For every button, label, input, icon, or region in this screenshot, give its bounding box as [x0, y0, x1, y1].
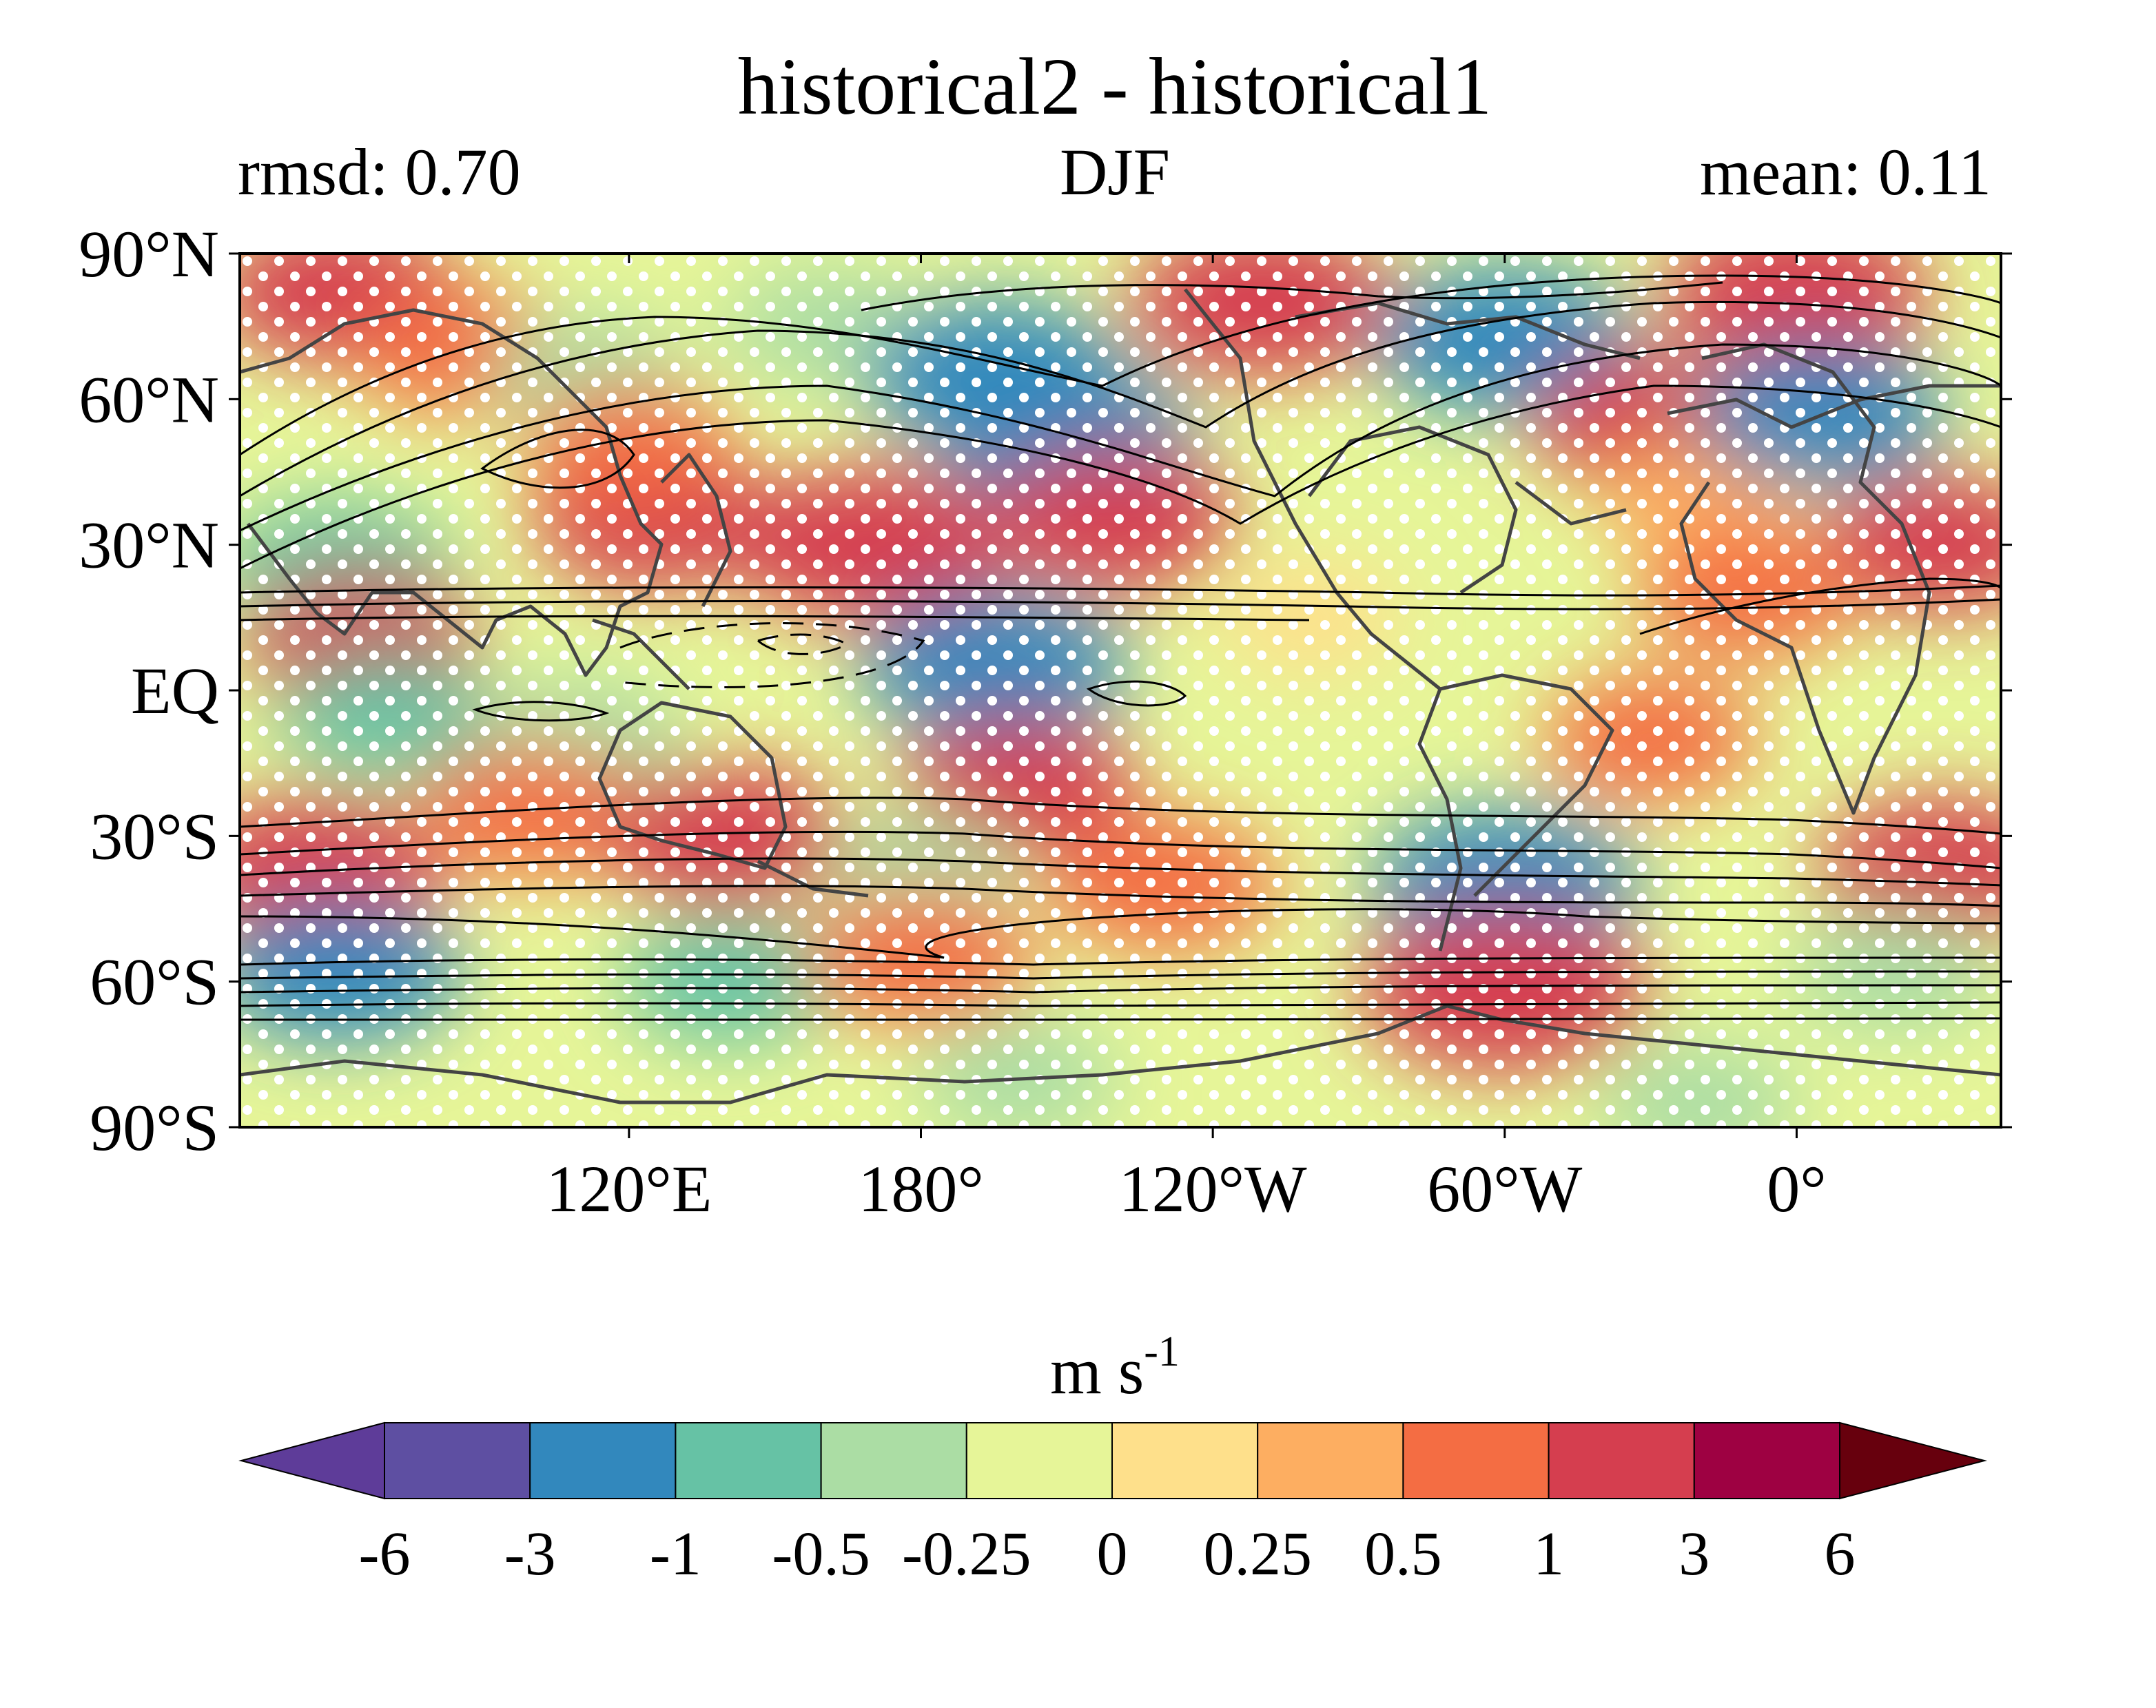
colorbar-tick-label: 0 — [1097, 1520, 1128, 1588]
colorbar-swatch — [1257, 1422, 1404, 1499]
significance-stipple — [240, 254, 2001, 1127]
rmsd-label: rmsd: 0.70 — [238, 135, 521, 209]
y-axis: 90°N 60°N 30°N EQ 30°S 60°S 90°S — [79, 217, 2012, 1164]
mean-label: mean: 0.11 — [1700, 135, 1991, 209]
negative-contours — [619, 622, 925, 688]
colorbar-swatch — [529, 1422, 677, 1499]
y-tick-label: 90°S — [90, 1091, 219, 1164]
colorbar-swatch — [820, 1422, 967, 1499]
y-tick-label: 60°S — [90, 945, 219, 1019]
colorbar-extend-low — [238, 1421, 385, 1500]
colorbar-swatches: -6 -3 -1 -0.5 -0.25 0 0.25 0.5 1 3 6 — [238, 1421, 1987, 1588]
colorbar-tick-label: 0.5 — [1364, 1520, 1442, 1588]
colorbar-swatch — [1402, 1422, 1550, 1499]
y-tick-label: 30°S — [90, 799, 219, 873]
season-label: DJF — [1060, 135, 1170, 209]
y-tick-label: 60°N — [79, 362, 219, 436]
y-tick-label: 90°N — [79, 217, 219, 291]
colorbar-label: m s-1 — [1050, 1328, 1180, 1408]
colorbar-tick-label: -1 — [650, 1520, 701, 1588]
colorbar-swatch — [1548, 1422, 1695, 1499]
anomaly-field — [240, 254, 2001, 1127]
colorbar-tick-label: -0.5 — [772, 1520, 870, 1588]
x-tick-label: 0° — [1767, 1152, 1826, 1226]
colorbar-tick-label: 0.25 — [1203, 1520, 1312, 1588]
colorbar-tick-label: 3 — [1678, 1520, 1710, 1588]
colorbar-swatch — [965, 1422, 1113, 1499]
colorbar-tick-label: -3 — [504, 1520, 556, 1588]
colorbar-swatch — [1111, 1422, 1259, 1499]
x-tick-label: 120°W — [1119, 1152, 1307, 1226]
colorbar-swatch — [675, 1422, 822, 1499]
colorbar-extend-high — [1839, 1421, 1987, 1500]
x-tick-label: 60°W — [1427, 1152, 1582, 1226]
colorbar-tick-label: 6 — [1825, 1520, 1856, 1588]
x-tick-label: 120°E — [546, 1152, 712, 1226]
colorbar-tick-label: -6 — [359, 1520, 411, 1588]
colorbar: m s-1 -6 -3 -1 -0.5 -0.25 0 0.25 0.5 1 3 6 — [238, 1328, 1987, 1588]
coastlines — [240, 288, 2001, 1104]
map-panel: 120°E 180° 120°W 60°W 0° 90°N 60°N 30°N EQ 30°S 6… — [79, 217, 2012, 1226]
climatology-contours — [240, 274, 2001, 1021]
colorbar-tick-label: -0.25 — [902, 1520, 1031, 1588]
x-axis: 120°E 180° 120°W 60°W 0° — [546, 254, 1827, 1226]
chart-title: historical2 - historical1 — [738, 41, 1492, 132]
x-tick-label: 180° — [858, 1152, 983, 1226]
colorbar-swatch — [1693, 1422, 1841, 1499]
colorbar-swatch — [384, 1422, 531, 1499]
y-tick-label: 30°N — [79, 508, 219, 582]
colorbar-tick-label: 1 — [1533, 1520, 1564, 1588]
y-tick-label: EQ — [131, 654, 219, 728]
